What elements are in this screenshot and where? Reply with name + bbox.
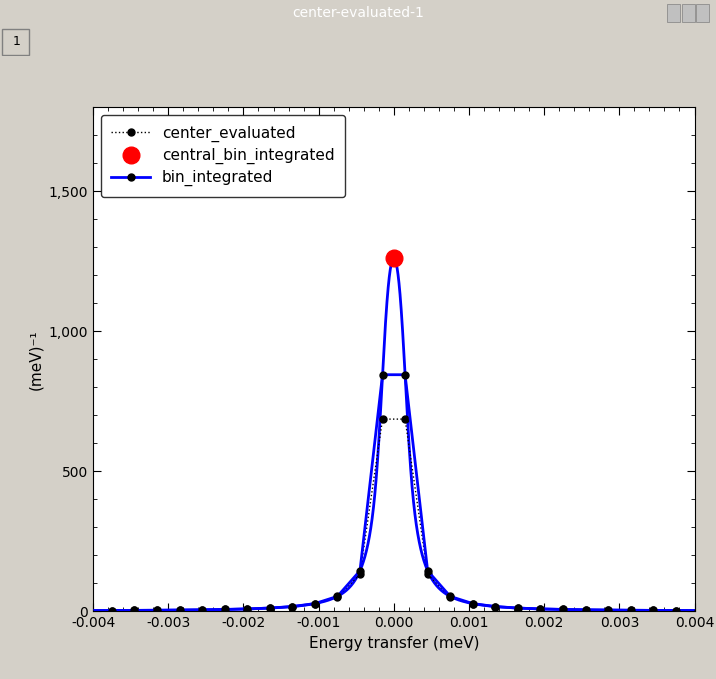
center_evaluated — [266, 604, 274, 612]
center_evaluated — [446, 593, 455, 601]
center_evaluated — [221, 606, 229, 614]
bin_integrated — [288, 602, 296, 610]
bin_integrated — [581, 606, 590, 614]
bin_integrated — [446, 592, 455, 600]
center_evaluated — [153, 606, 161, 614]
FancyBboxPatch shape — [667, 4, 680, 22]
Bar — [1, 29, 29, 55]
FancyBboxPatch shape — [696, 4, 709, 22]
center_evaluated — [198, 606, 206, 614]
bin_integrated — [468, 600, 477, 608]
Legend: center_evaluated, central_bin_integrated, bin_integrated: center_evaluated, central_bin_integrated… — [101, 115, 345, 197]
center_evaluated — [536, 605, 545, 613]
bin_integrated — [311, 600, 319, 608]
bin_integrated — [130, 606, 139, 614]
bin_integrated — [604, 606, 612, 614]
center_evaluated — [604, 606, 612, 614]
bin_integrated — [626, 606, 635, 614]
center_evaluated — [649, 606, 657, 614]
bin_integrated — [153, 606, 161, 614]
bin_integrated — [62, 606, 71, 614]
center_evaluated — [694, 606, 702, 614]
center_evaluated — [130, 606, 139, 614]
bin_integrated — [694, 606, 702, 614]
Text: center-evaluated-1: center-evaluated-1 — [292, 6, 424, 20]
center_evaluated — [513, 604, 522, 612]
center_evaluated — [175, 606, 184, 614]
center_evaluated — [401, 415, 410, 423]
bin_integrated — [513, 604, 522, 612]
bin_integrated — [333, 592, 342, 600]
bin_integrated — [198, 606, 206, 614]
center_evaluated — [62, 606, 71, 614]
center_evaluated — [378, 415, 387, 423]
center_evaluated — [468, 600, 477, 608]
center_evaluated — [288, 602, 296, 610]
bin_integrated — [107, 606, 116, 614]
center_evaluated — [423, 570, 432, 579]
bin_integrated — [266, 604, 274, 612]
Line: bin_integrated: bin_integrated — [63, 371, 716, 614]
center_evaluated — [626, 606, 635, 614]
bin_integrated — [558, 606, 567, 614]
Text: 1: 1 — [12, 35, 20, 48]
bin_integrated — [378, 371, 387, 379]
bin_integrated — [85, 606, 94, 614]
center_evaluated — [243, 605, 251, 613]
bin_integrated — [649, 606, 657, 614]
bin_integrated — [401, 371, 410, 379]
bin_integrated — [356, 567, 364, 575]
bin_integrated — [491, 602, 500, 610]
bin_integrated — [243, 605, 251, 613]
bin_integrated — [175, 606, 184, 614]
center_evaluated — [107, 606, 116, 614]
X-axis label: Energy transfer (meV): Energy transfer (meV) — [309, 636, 479, 650]
center_evaluated — [672, 606, 680, 614]
bin_integrated — [536, 605, 545, 613]
center_evaluated — [491, 602, 500, 610]
Y-axis label: (meV)⁻¹: (meV)⁻¹ — [28, 329, 43, 390]
center_evaluated — [558, 606, 567, 614]
center_evaluated — [333, 593, 342, 601]
center_evaluated — [311, 600, 319, 608]
bin_integrated — [221, 606, 229, 614]
bin_integrated — [672, 606, 680, 614]
center_evaluated — [356, 570, 364, 579]
FancyBboxPatch shape — [682, 4, 695, 22]
center_evaluated — [85, 606, 94, 614]
center_evaluated — [581, 606, 590, 614]
bin_integrated — [423, 567, 432, 575]
Line: center_evaluated: center_evaluated — [63, 416, 716, 614]
